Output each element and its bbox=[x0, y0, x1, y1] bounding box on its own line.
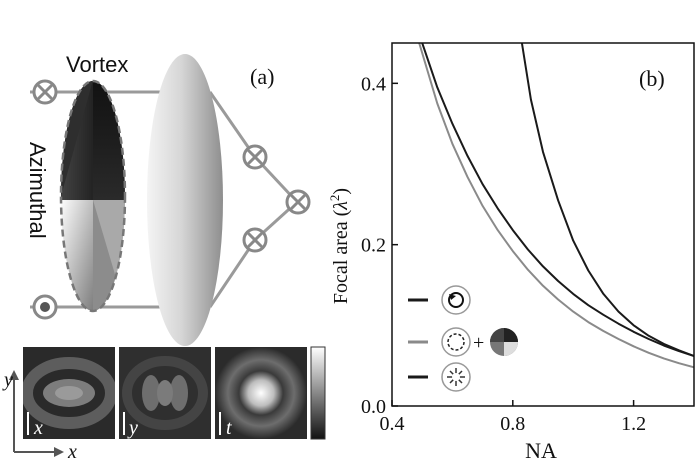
x-tick-label: 1.2 bbox=[621, 413, 646, 435]
y-axis-label-close: ) bbox=[330, 188, 352, 195]
azimuthal-label: Azimuthal bbox=[25, 142, 50, 239]
vortex-label: Vortex bbox=[66, 52, 128, 77]
panel-b-label: (b) bbox=[639, 66, 665, 91]
vortex-phase-plate bbox=[59, 79, 127, 313]
legend-plus: + bbox=[473, 332, 484, 354]
y-axis-label-exponent: 2 bbox=[327, 195, 342, 202]
radial-arrows-icon bbox=[441, 362, 471, 392]
y-tick-label: 0.2 bbox=[361, 235, 386, 257]
series-group bbox=[418, 42, 695, 369]
series-line-2 bbox=[421, 42, 695, 357]
inset-y-intensity: y bbox=[119, 347, 211, 439]
polarization-cross-icon bbox=[32, 79, 58, 105]
azimuthal-plus-vortex-icon: + bbox=[441, 327, 518, 357]
y-tick-label: 0.0 bbox=[361, 396, 386, 418]
panel-a-label: (a) bbox=[250, 64, 274, 89]
inset-x-intensity: x bbox=[23, 347, 115, 439]
inset-total-intensity: t bbox=[215, 347, 307, 439]
xy-axes-icon bbox=[9, 370, 64, 457]
inset-y-label: y bbox=[127, 417, 138, 439]
x-tick-label: 0.4 bbox=[380, 413, 405, 435]
x-axis-label: NA bbox=[525, 438, 557, 463]
legend: + bbox=[408, 285, 518, 392]
colorbar bbox=[310, 346, 326, 440]
axis-x-label: x bbox=[67, 441, 77, 463]
plot-frame bbox=[391, 42, 695, 407]
polarization-dot-icon bbox=[32, 294, 58, 320]
y-axis-label-text: Focal area ( bbox=[330, 209, 352, 304]
beam-converge-bottom bbox=[208, 239, 257, 308]
inset-t-label: t bbox=[226, 417, 232, 439]
focus-cross-icon bbox=[242, 227, 268, 253]
panel-a: Vortex Azimuthal (a) x y bbox=[2, 52, 326, 463]
y-axis-label-symbol: λ bbox=[330, 201, 352, 211]
axis-y-label: y bbox=[2, 369, 13, 391]
x-tick-label: 0.8 bbox=[500, 413, 525, 435]
inset-x-label: x bbox=[33, 417, 43, 439]
y-tick-label: 0.4 bbox=[361, 73, 386, 95]
vortex-ring-icon bbox=[441, 285, 471, 315]
panel-b-chart: 0.4 0.8 1.2 0.0 0.2 0.4 (b) NA Focal area (λ2… bbox=[327, 42, 695, 463]
series-line-3 bbox=[418, 42, 695, 369]
series-line-1 bbox=[520, 42, 695, 357]
beam-converge-top bbox=[208, 91, 257, 158]
focus-cross-icon bbox=[285, 189, 311, 215]
focus-cross-icon bbox=[242, 144, 268, 170]
focusing-lens bbox=[147, 54, 223, 346]
y-axis-label: Focal area (λ2) bbox=[327, 188, 352, 304]
tick-group: 0.4 0.8 1.2 0.0 0.2 0.4 bbox=[361, 73, 646, 435]
